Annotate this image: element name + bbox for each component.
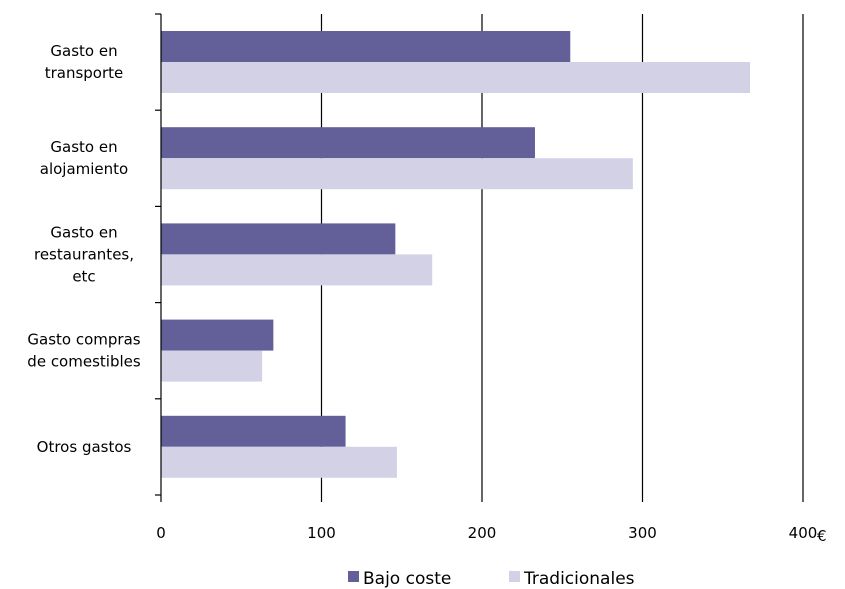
category-label: Gasto en (50, 138, 117, 156)
bar-bajo-coste (161, 415, 346, 447)
category-label: de comestibles (27, 353, 141, 371)
legend-label: Bajo coste (363, 569, 451, 589)
bar-tradicionales (161, 62, 751, 93)
axes: 0 100 200 300 400 € (155, 13, 827, 545)
category-label: restaurantes, (34, 245, 134, 263)
legend-label: Tradicionales (523, 569, 635, 589)
category-label: Gasto en (50, 42, 117, 60)
legend: Bajo coste Tradicionales (348, 569, 635, 589)
x-tick-label: 100 (307, 524, 336, 542)
bar-bajo-coste (161, 127, 535, 159)
category-label: transporte (45, 64, 124, 82)
bar-bajo-coste (161, 319, 274, 351)
bar-tradicionales (161, 158, 633, 190)
bar-tradicionales (161, 254, 433, 286)
category-label: Otros gastos (37, 438, 132, 456)
x-tick-label: 300 (628, 524, 657, 542)
bar-tradicionales (161, 350, 263, 382)
category-label: Gasto compras (27, 331, 140, 349)
legend-swatch (348, 571, 359, 582)
bar-bajo-coste (161, 31, 571, 62)
category-labels: Gasto en transporte Gasto en alojamiento Gas… (27, 42, 141, 456)
x-tick-label: 0 (156, 524, 166, 542)
legend-swatch (509, 571, 520, 582)
bars (161, 31, 751, 478)
category-label: Gasto en (50, 223, 117, 241)
bar-bajo-coste (161, 223, 396, 255)
x-tick-label: 400 (789, 524, 818, 542)
category-label: alojamiento (40, 160, 128, 178)
x-tick-label: 200 (468, 524, 497, 542)
x-axis-unit: € (817, 527, 827, 545)
bar-tradicionales (161, 446, 397, 478)
category-label: etc (72, 267, 95, 285)
